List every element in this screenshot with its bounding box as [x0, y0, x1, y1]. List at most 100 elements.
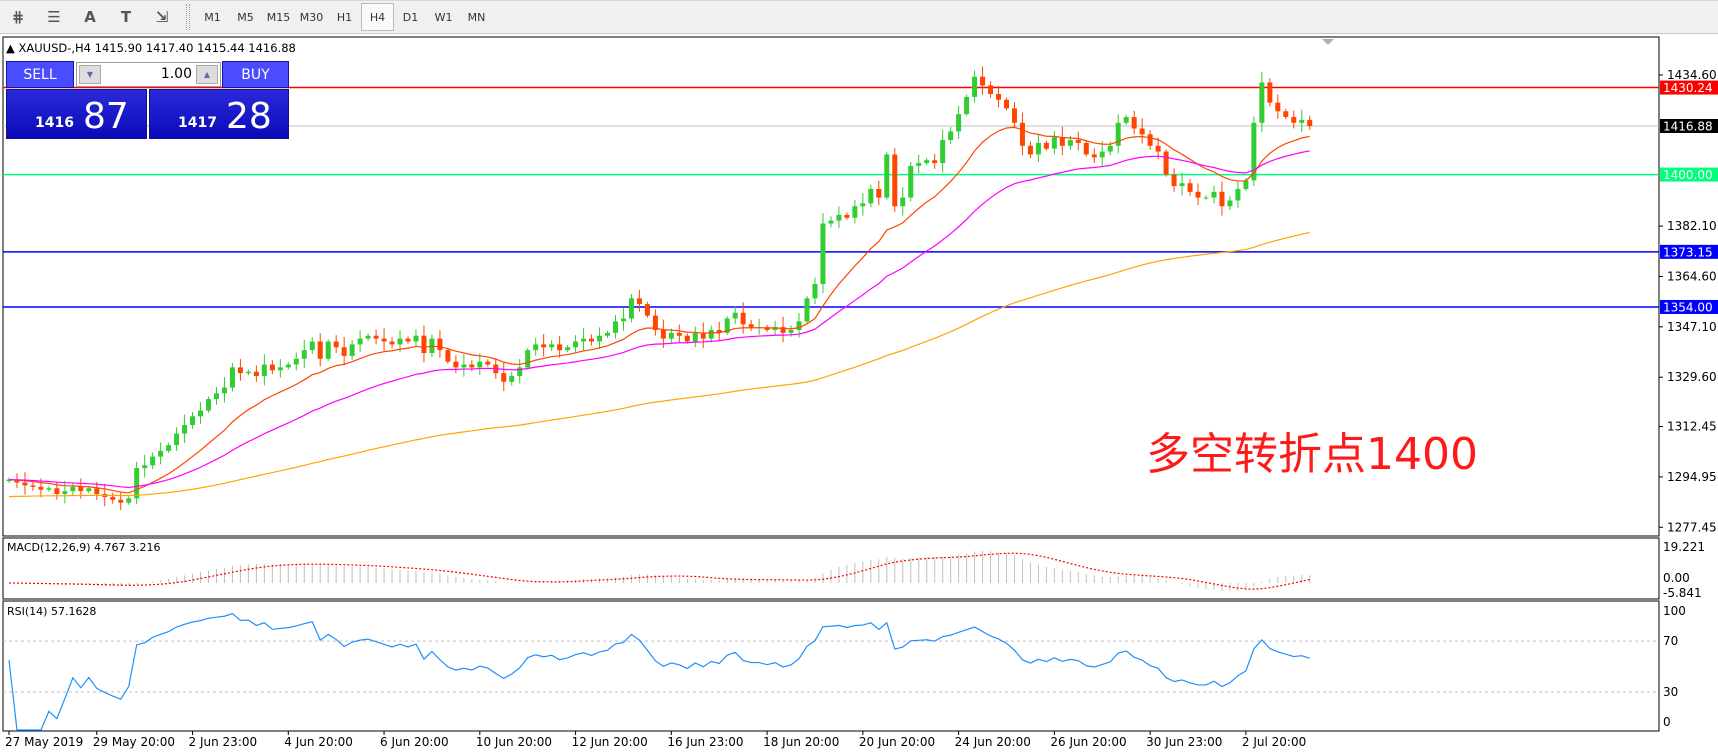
x-tick-label: 18 Jun 20:00	[763, 735, 839, 749]
price-label-bg	[1660, 167, 1718, 182]
candle-bull	[213, 393, 219, 400]
candle-bull	[509, 376, 515, 382]
candle-bull	[1259, 82, 1265, 123]
candle-bear	[469, 364, 475, 368]
chart-header: ▲ XAUUSD-,H4 1415.90 1417.40 1415.44 141…	[6, 41, 296, 55]
lot-increase-button[interactable]: ▲	[196, 65, 218, 84]
rsi-label: RSI(14) 57.1628	[7, 605, 97, 618]
candle-bull	[1123, 117, 1129, 123]
sell-price-major: 1416	[35, 115, 74, 131]
candle-bear	[1195, 191, 1201, 198]
candle-bull	[940, 140, 946, 164]
candle-bull	[612, 321, 618, 333]
candle-bull	[668, 332, 674, 339]
candle-bear	[30, 485, 36, 487]
lot-decrease-button[interactable]: ▼	[79, 65, 101, 84]
candle-bear	[78, 486, 84, 492]
candle-bear	[1275, 102, 1281, 112]
candle-bear	[876, 188, 882, 198]
candle-bull	[916, 163, 922, 166]
candle-bear	[780, 327, 786, 333]
candle-bull	[732, 312, 738, 319]
fibo-expansion-icon[interactable]: ⋕	[11, 8, 25, 26]
timeframe-h1[interactable]: H1	[336, 10, 353, 24]
candle-bear	[1011, 108, 1017, 123]
timeframe-d1[interactable]: D1	[402, 10, 419, 24]
timeframe-m15[interactable]: M15	[266, 10, 291, 24]
candle-bear	[980, 76, 986, 86]
candle-bull	[517, 367, 523, 377]
candle-bull	[325, 341, 331, 359]
timeframe-mn[interactable]: MN	[467, 10, 486, 24]
candle-bear	[1187, 183, 1193, 192]
candle-bull	[1051, 137, 1057, 149]
candle-bull	[198, 410, 204, 417]
candle-bull	[828, 220, 834, 224]
toolbar-separator	[186, 4, 190, 30]
candle-bull	[1235, 188, 1241, 201]
candle-bear	[996, 93, 1002, 100]
candle-bull	[620, 318, 626, 322]
candle-bear	[844, 214, 850, 218]
lot-size-field[interactable]: ▼ 1.00 ▲	[76, 62, 221, 87]
x-tick-label: 30 Jun 23:00	[1146, 735, 1222, 749]
candle-bear	[22, 482, 28, 486]
candle-bull	[525, 350, 531, 368]
candle-bear	[684, 335, 690, 342]
timeframe-h4[interactable]: H4	[361, 3, 394, 31]
candle-bull	[477, 361, 483, 368]
y-tick-label: 1434.60	[1667, 68, 1717, 82]
rsi-tick-label: 100	[1663, 604, 1686, 618]
candle-bear	[94, 488, 100, 495]
buy-button[interactable]: BUY	[222, 61, 289, 88]
timeframe-m1[interactable]: M1	[204, 10, 221, 24]
candle-bull	[804, 298, 810, 322]
sell-button[interactable]: SELL	[6, 61, 74, 88]
buy-price-button[interactable]: 1417 28	[149, 89, 289, 139]
candle-bull	[245, 371, 251, 374]
candle-bear	[437, 338, 443, 351]
price-label-bg	[1660, 244, 1718, 259]
candle-bear	[1083, 142, 1089, 155]
candles	[6, 66, 1313, 511]
candle-bear	[110, 496, 116, 500]
candle-bull	[309, 341, 315, 351]
candle-bear	[405, 338, 411, 342]
candle-bull	[972, 76, 978, 97]
candle-bull	[581, 338, 587, 342]
macd-label: MACD(12,26,9) 4.767 3.216	[7, 541, 161, 554]
candle-bear	[1155, 145, 1161, 152]
candle-bull	[1203, 197, 1209, 199]
timeframe-m30[interactable]: M30	[299, 10, 324, 24]
timeframe-m5[interactable]: M5	[237, 10, 254, 24]
candle-bull	[1107, 145, 1113, 152]
y-tick-label: 1312.45	[1667, 420, 1717, 434]
candle-bear	[453, 361, 459, 368]
candle-bull	[1179, 183, 1185, 187]
price-label-bg	[1660, 80, 1718, 95]
candle-bear	[1171, 174, 1177, 187]
candle-bear	[644, 304, 650, 316]
candle-bear	[1307, 119, 1313, 126]
candle-bull	[772, 327, 778, 330]
candle-bear	[589, 338, 595, 342]
candle-bull	[1211, 191, 1217, 198]
text-label-icon[interactable]: T	[120, 8, 132, 26]
x-tick-label: 10 Jun 20:00	[476, 735, 552, 749]
candle-bear	[1267, 82, 1273, 103]
fibo-fan-icon[interactable]: ☰	[47, 8, 61, 26]
candle-bear	[1219, 191, 1225, 207]
candle-bull	[788, 329, 794, 333]
rsi-tick-label: 30	[1663, 685, 1678, 699]
lot-value: 1.00	[160, 66, 192, 82]
x-tick-label: 24 Jun 20:00	[955, 735, 1031, 749]
candle-bear	[557, 344, 563, 351]
sell-price-button[interactable]: 1416 87	[6, 89, 147, 139]
x-tick-label: 16 Jun 23:00	[667, 735, 743, 749]
text-icon[interactable]: A	[84, 8, 96, 26]
price-chart[interactable]: 1434.60 1382.10 1364.60 1347.10 1329.60 1312.…	[0, 34, 1718, 756]
candle-bear	[1027, 145, 1033, 155]
arrows-icon[interactable]: ⇲	[155, 8, 169, 26]
timeframe-w1[interactable]: W1	[434, 10, 453, 24]
toolbar: ⋕ ☰ A T ⇲ M1 M5 M15 M30 H1 H4 D1 W1 MN	[0, 0, 1718, 34]
